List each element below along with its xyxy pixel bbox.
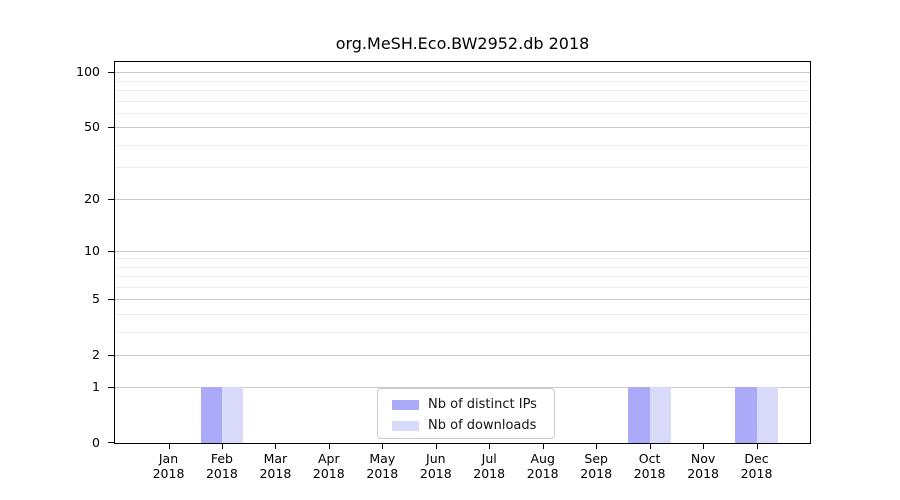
y-tick-mark — [108, 250, 114, 252]
x-tick-month: Jan — [158, 451, 179, 466]
gridline-major — [115, 250, 810, 252]
gridline-minor — [115, 276, 810, 277]
x-tick-month: Apr — [317, 451, 340, 466]
gridline-major — [115, 72, 810, 74]
x-tick-year: 2018 — [740, 466, 773, 481]
bar-downloads-dec — [756, 387, 778, 443]
x-tick-label: Aug 2018 — [515, 451, 571, 481]
y-tick-label: 2 — [92, 346, 100, 362]
x-tick-month: Oct — [638, 451, 661, 466]
x-tick-mark — [596, 444, 598, 449]
x-tick-mark — [489, 444, 491, 449]
gridline-minor — [115, 331, 810, 333]
y-tick-mark — [108, 299, 114, 301]
gridline-major — [115, 299, 810, 301]
x-tick-year: 2018 — [366, 466, 399, 481]
x-tick-year: 2018 — [259, 466, 292, 481]
x-tick-label: Feb 2018 — [194, 451, 250, 481]
x-tick-year: 2018 — [473, 466, 506, 481]
gridline-minor — [115, 313, 810, 315]
x-tick-year: 2018 — [205, 466, 238, 481]
gridline-major — [115, 198, 810, 200]
gridline-minor — [115, 80, 810, 82]
x-tick-mark — [649, 444, 651, 449]
gridline-minor — [115, 258, 810, 260]
x-tick-mark — [328, 444, 330, 449]
y-tick-mark — [108, 442, 114, 443]
x-tick-year: 2018 — [580, 466, 613, 481]
legend: Nb of distinct IPs Nb of downloads — [377, 388, 555, 439]
gridline-minor — [115, 266, 810, 268]
x-tick-month: Jul — [481, 451, 497, 466]
y-tick-label: 20 — [84, 190, 100, 206]
x-tick-year: 2018 — [419, 466, 452, 481]
x-tick-mark — [221, 444, 223, 449]
gridline-minor — [115, 286, 810, 288]
x-tick-year: 2018 — [687, 466, 719, 481]
y-tick-label: 100 — [76, 64, 100, 80]
x-tick-year: 2018 — [312, 466, 345, 481]
gridline-minor — [115, 100, 810, 102]
legend-item-downloads: Nb of downloads — [392, 415, 554, 436]
x-tick-month: Jun — [426, 451, 446, 466]
bar-distinct-ips-dec — [735, 387, 757, 443]
x-tick-month: Sep — [584, 451, 608, 466]
gridline-minor — [115, 112, 810, 114]
x-tick-month: Nov — [690, 451, 716, 466]
x-tick-mark — [435, 444, 437, 449]
x-tick-label: Nov 2018 — [675, 451, 731, 481]
bar-downloads-feb — [221, 387, 244, 443]
bar-distinct-ips-oct — [628, 387, 650, 443]
legend-swatch-downloads-icon — [392, 420, 419, 431]
x-tick-month: Feb — [210, 451, 233, 466]
gridline-minor — [115, 144, 810, 146]
bar-distinct-ips-feb — [200, 387, 222, 443]
x-tick-mark — [542, 444, 544, 449]
x-tick-label: May 2018 — [354, 451, 410, 481]
x-tick-label: Apr 2018 — [301, 451, 357, 481]
x-tick-label: Jan 2018 — [141, 451, 197, 481]
x-tick-year: 2018 — [526, 466, 559, 481]
x-tick-mark — [382, 444, 384, 449]
bar-downloads-oct — [649, 387, 671, 443]
x-tick-month: Mar — [263, 451, 288, 466]
x-tick-label: Sep 2018 — [568, 451, 624, 481]
x-tick-label: Dec 2018 — [729, 451, 785, 481]
x-tick-month: May — [369, 451, 396, 466]
x-tick-label: Mar 2018 — [247, 451, 303, 481]
chart-title: org.MeSH.Eco.BW2952.db 2018 — [335, 34, 590, 53]
y-tick-label: 10 — [84, 242, 100, 258]
y-tick-mark — [108, 354, 114, 356]
y-tick-mark — [108, 127, 114, 129]
x-tick-label: Oct 2018 — [622, 451, 678, 481]
x-tick-year: 2018 — [152, 466, 185, 481]
x-tick-year: 2018 — [633, 466, 666, 481]
y-tick-mark — [108, 387, 114, 389]
gridline-major — [115, 354, 810, 356]
gridline-major — [115, 127, 810, 129]
legend-item-distinct-ips: Nb of distinct IPs — [392, 394, 554, 415]
x-tick-mark — [168, 444, 170, 449]
x-tick-month: Aug — [530, 451, 555, 466]
x-tick-mark — [275, 444, 277, 449]
legend-label-downloads: Nb of downloads — [428, 418, 537, 433]
y-tick-label: 1 — [92, 379, 100, 395]
x-tick-mark — [703, 444, 705, 449]
x-tick-mark — [756, 444, 758, 449]
y-tick-mark — [108, 72, 114, 74]
y-tick-label: 5 — [92, 291, 100, 307]
y-tick-label: 50 — [84, 119, 100, 135]
x-tick-month: Dec — [744, 451, 769, 466]
x-tick-label: Jul 2018 — [461, 451, 517, 481]
plot-area: 0 1 2 5 10 20 50 100 Jan 2018 Feb 2018 Mar 2018 Apr 201… — [76, 61, 811, 481]
legend-swatch-distinct-ips-icon — [392, 399, 419, 410]
gridline-minor — [115, 167, 810, 169]
gridline-minor — [115, 90, 810, 92]
x-tick-label: Jun 2018 — [408, 451, 464, 481]
gridline-major — [115, 387, 810, 389]
legend-label-distinct-ips: Nb of distinct IPs — [428, 397, 537, 412]
y-tick-mark — [108, 198, 114, 200]
y-tick-label: 0 — [92, 435, 100, 450]
